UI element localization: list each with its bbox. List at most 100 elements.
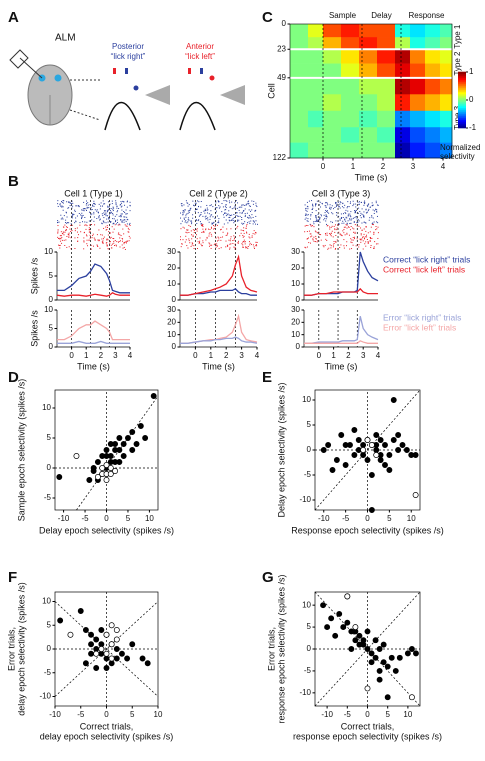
raster-spike	[59, 247, 61, 249]
point	[376, 676, 383, 683]
x-tick-label: 2	[381, 162, 386, 171]
raster-spike	[94, 203, 96, 205]
raster-spike	[180, 217, 182, 219]
raster-spike	[244, 204, 246, 206]
raster-spike	[319, 204, 321, 206]
raster-spike	[57, 229, 59, 231]
raster-spike	[339, 203, 341, 205]
raster-spike	[192, 200, 194, 202]
raster-spike	[102, 238, 104, 240]
raster-spike	[368, 219, 370, 221]
point	[113, 627, 120, 633]
raster-spike	[242, 204, 244, 206]
raster-spike	[308, 230, 310, 232]
raster-spike	[358, 207, 360, 209]
raster-spike	[62, 218, 64, 220]
raster-spike	[215, 202, 217, 204]
colorbar-step	[458, 101, 466, 105]
raster-spike	[362, 216, 364, 218]
raster-spike	[214, 243, 216, 245]
raster-spike	[205, 228, 207, 230]
raster-spike	[196, 247, 198, 249]
heatmap-cell	[323, 77, 342, 95]
raster-spike	[340, 213, 342, 215]
point	[348, 646, 355, 652]
raster-spike	[315, 241, 317, 243]
raster-spike	[71, 203, 73, 205]
raster-spike	[328, 247, 330, 249]
raster-spike	[364, 243, 366, 245]
raster-spike	[307, 208, 309, 210]
y-tick-label: 20	[291, 317, 300, 326]
raster-spike	[57, 232, 59, 234]
colorbar-tick-label: 1	[469, 67, 474, 76]
raster-spike	[180, 203, 182, 205]
raster-spike	[237, 215, 239, 217]
raster-spike	[81, 215, 83, 217]
raster-spike	[115, 221, 117, 223]
x-tick-label: 5	[385, 710, 390, 719]
raster-spike	[107, 205, 109, 207]
raster-spike	[249, 205, 251, 207]
heatmap-cell	[377, 63, 396, 79]
raster-spike	[220, 247, 222, 249]
raster-spike	[314, 230, 316, 232]
raster-spike	[356, 222, 358, 224]
raster-spike	[203, 231, 205, 233]
y-axis-label: response epoch selectivity (spikes /s)	[276, 574, 286, 723]
raster-spike	[218, 201, 220, 203]
raster-spike	[218, 207, 220, 209]
raster-spike	[57, 231, 59, 233]
raster-spike	[186, 202, 188, 204]
raster-spike	[187, 247, 189, 249]
raster-spike	[57, 221, 59, 223]
raster-spike	[232, 240, 234, 242]
heatmap-cell	[395, 49, 411, 64]
raster-spike	[83, 240, 85, 242]
x-axis-label: Response epoch selectivity (spikes /s)	[291, 525, 444, 535]
raster-spike	[364, 237, 366, 239]
raster-spike	[232, 218, 234, 220]
point	[377, 457, 384, 463]
raster-spike	[329, 206, 331, 208]
raster-spike	[245, 225, 247, 227]
raster-spike	[254, 210, 256, 212]
raster-spike	[231, 219, 233, 221]
raster-spike	[241, 243, 243, 245]
raster-spike	[181, 203, 183, 205]
lick-cone	[220, 85, 245, 105]
raster-spike	[85, 204, 87, 206]
raster-spike	[211, 244, 213, 246]
raster-spike	[121, 244, 123, 246]
raster-spike	[61, 201, 63, 203]
raster-spike	[367, 242, 369, 244]
raster-spike	[99, 218, 101, 220]
heatmap-cell	[395, 94, 411, 112]
point	[82, 660, 89, 667]
raster-spike	[123, 246, 125, 248]
heatmap-cell	[341, 127, 360, 143]
raster-spike	[331, 221, 333, 223]
raster-spike	[253, 230, 255, 232]
raster-spike	[242, 241, 244, 243]
raster-spike	[249, 242, 251, 244]
raster-spike	[207, 217, 209, 219]
raster-spike	[377, 204, 379, 206]
heatmap-cell	[341, 110, 360, 128]
raster-spike	[334, 206, 336, 208]
epoch-label: Delay	[371, 11, 391, 20]
raster-spike	[214, 227, 216, 229]
point	[93, 650, 100, 657]
raster-spike	[306, 246, 308, 248]
raster-spike	[121, 240, 123, 242]
raster-spike	[210, 210, 212, 212]
x-tick-label: -5	[344, 710, 352, 719]
raster-spike	[82, 208, 84, 210]
raster-spike	[361, 222, 363, 224]
raster-spike	[359, 210, 361, 212]
y-tick-label: 5	[49, 271, 54, 280]
raster-spike	[348, 234, 350, 236]
line	[304, 316, 379, 344]
raster-spike	[74, 209, 76, 211]
raster-spike	[305, 217, 307, 219]
